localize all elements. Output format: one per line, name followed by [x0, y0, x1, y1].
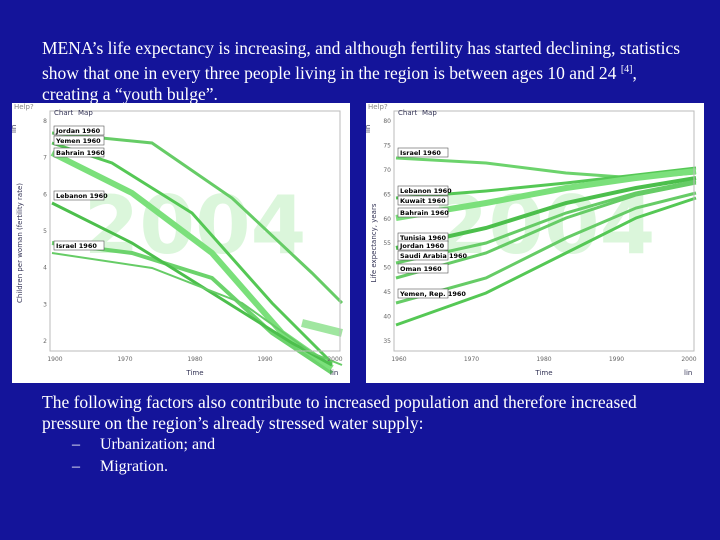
x-tick-label: 1990 [609, 356, 624, 363]
plot-frame [393, 110, 695, 352]
plot-frame [49, 110, 341, 352]
bullet-dash: – [72, 436, 80, 453]
tab: Map [78, 109, 93, 117]
y-tick-label: 35 [383, 338, 391, 345]
country-label: Yemen, Rep. 1960 [399, 290, 466, 298]
country-label: Saudi Arabia 1960 [400, 252, 468, 260]
y-tick-label: 60 [383, 216, 391, 223]
tab: Chart [54, 109, 73, 117]
chart-screenshot: 2004 Help? Chart Map lin lin Life expectancy,… [364, 103, 704, 383]
country-label: Yemen 1960 [55, 137, 101, 145]
x-tick-label: 2000 [327, 356, 342, 363]
y-tick-label: 4 [43, 265, 47, 272]
label-box [397, 288, 449, 299]
label-box [397, 195, 449, 206]
bullet: Migration. [100, 458, 168, 475]
x-tick-label: 1990 [257, 356, 272, 363]
y-tick-label: 45 [383, 289, 391, 296]
x-axis-label: Time [185, 369, 203, 377]
y-tick-label: 5 [43, 228, 47, 235]
label-box [53, 240, 105, 251]
y-tick-label: 55 [383, 240, 391, 247]
country-label: Jordan 1960 [55, 127, 101, 135]
bullet-dash: – [72, 458, 80, 475]
scale-toggle: lin [330, 369, 338, 377]
y-axis-label: Children per woman (fertility rate) [16, 183, 24, 303]
reference: [4] [620, 64, 633, 75]
x-tick-label: 1970 [464, 356, 479, 363]
bullet: Urbanization; and [100, 436, 216, 453]
x-tick-label: 1970 [117, 356, 132, 363]
y-tick-label: 3 [43, 301, 47, 308]
x-axis-label: Time [534, 369, 552, 377]
tab: Map [422, 109, 437, 117]
label-box [53, 125, 105, 136]
paragraph: The following factors also contribute to… [42, 392, 637, 433]
text: MENA’s life expectancy is increasing, an… [42, 38, 681, 83]
tab: Chart [398, 109, 417, 117]
y-tick-label: 7 [43, 155, 47, 162]
label-box [53, 190, 105, 201]
x-tick-label: 1900 [47, 356, 62, 363]
country-label: Israel 1960 [56, 242, 97, 250]
y-tick-label: 80 [383, 118, 391, 125]
y-tick-label: 50 [383, 265, 391, 272]
scale-toggle: lin [12, 125, 18, 133]
y-tick-label: 65 [383, 191, 391, 198]
country-label: Oman 1960 [400, 265, 442, 273]
country-label: Tunisia 1960 [400, 234, 447, 242]
scale-toggle: lin [684, 369, 692, 377]
x-tick-label: 1980 [187, 356, 202, 363]
y-tick-label: 70 [383, 167, 391, 174]
country-label: Jordan 1960 [399, 242, 445, 250]
label-box [53, 147, 105, 158]
x-tick-label: 2000 [681, 356, 696, 363]
y-tick-label: 2 [43, 338, 47, 345]
country-label: Kuwait 1960 [400, 197, 446, 205]
y-axis-label: Life expectancy, years [370, 203, 378, 282]
country-label: Lebanon 1960 [56, 192, 108, 200]
country-label: Israel 1960 [400, 149, 441, 157]
y-tick-label: 8 [43, 118, 47, 125]
country-label: Bahrain 1960 [56, 149, 105, 157]
scale-toggle: lin [366, 125, 372, 133]
watermark: 2004 [84, 179, 307, 272]
label-box [397, 263, 449, 274]
y-tick-label: 6 [43, 191, 47, 198]
x-tick-label: 1980 [536, 356, 551, 363]
label-box [397, 207, 449, 218]
x-tick-label: 1960 [391, 356, 406, 363]
y-tick-label: 75 [383, 142, 391, 149]
help-link: Help? [368, 103, 388, 111]
help-link: Help? [14, 103, 34, 111]
label-box [397, 250, 449, 261]
chart-screenshot: 2004 Help? Chart Map lin lin Children per wom… [10, 103, 350, 383]
label-box [397, 185, 449, 196]
country-label: Bahrain 1960 [400, 209, 449, 217]
label-box [397, 240, 449, 251]
paragraph: MENA’s life expectancy is increasing, an… [42, 38, 692, 105]
text: , creating a “youth bulge”. [42, 62, 637, 104]
label-box [397, 147, 449, 158]
chart: 2004 Help? Chart Map lin lin Children per wom… [10, 103, 344, 377]
country-label: Lebanon 1960 [400, 187, 452, 195]
label-box [53, 135, 105, 146]
y-tick-label: 40 [383, 314, 391, 321]
